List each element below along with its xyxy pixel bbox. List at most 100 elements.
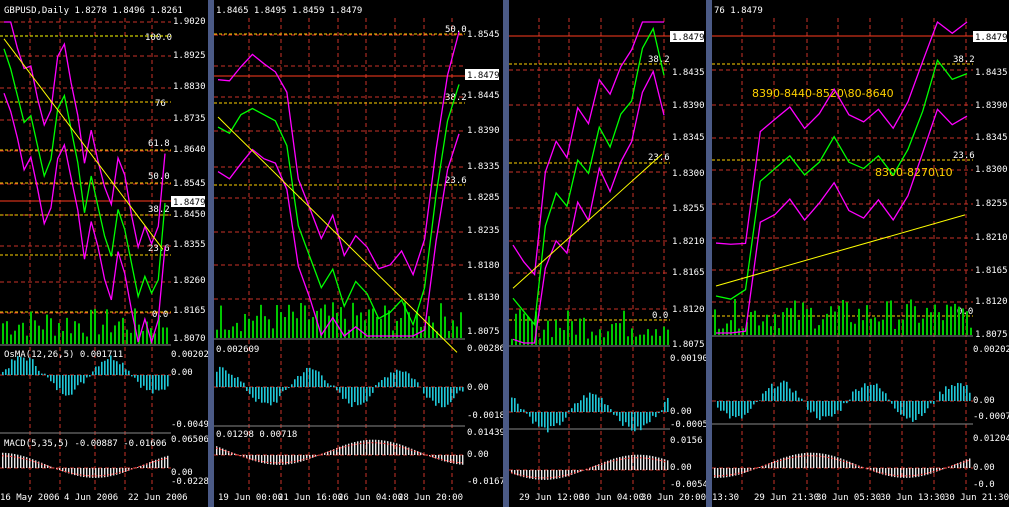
volume-bar — [798, 319, 800, 335]
macd-bar — [903, 468, 905, 478]
osma-axis-label: -0.00490 — [171, 420, 208, 430]
osma-bar — [837, 401, 839, 411]
osma-bar — [774, 388, 776, 401]
macd-bar — [41, 462, 43, 468]
osma-bar — [798, 397, 800, 401]
osma-bar — [240, 381, 242, 387]
osma-bar — [897, 401, 899, 413]
macd-bar — [164, 456, 166, 468]
macd-axis-label: 0.00 — [171, 468, 193, 478]
volume-bar — [898, 319, 900, 335]
panel-separator[interactable] — [503, 0, 509, 507]
macd-bar — [741, 468, 743, 474]
macd-bar — [435, 455, 437, 459]
chart-header: 1.8465 1.8495 1.8459 1.8479 — [216, 6, 362, 16]
macd-bar — [20, 455, 22, 468]
osma-bar — [858, 390, 860, 401]
fib-level-label: 23.6 — [953, 151, 975, 161]
macd-bar — [128, 468, 130, 471]
current-price-tag-text: 1.8479 — [672, 33, 705, 43]
osma-bar — [393, 372, 395, 387]
macd-bar — [792, 455, 794, 468]
macd-bar — [92, 468, 94, 478]
volume-bar — [288, 304, 290, 338]
volume-bar — [364, 320, 366, 338]
price-label: 1.8285 — [467, 193, 500, 203]
osma-bar — [158, 375, 160, 391]
osma-bar — [601, 397, 603, 412]
volume-bar — [292, 311, 294, 338]
chart-header: 76 1.8479 — [714, 6, 763, 16]
chart-header: GBPUSD,Daily 1.8278 1.8496 1.8261 — [4, 6, 183, 16]
macd-bar — [309, 455, 311, 459]
volume-bar — [344, 318, 346, 338]
osma-bar — [870, 384, 872, 401]
macd-bar — [291, 455, 293, 464]
lower-band — [217, 133, 460, 337]
osma-bar — [867, 385, 869, 401]
chart-window-30m[interactable]: 76 1.8479 13:30 29 Jun 21:30 30 Jun 05:3… — [712, 0, 1009, 507]
macd-bar — [167, 455, 169, 468]
fib-level-label: 38.2 — [148, 205, 170, 215]
macd-axis-label: 0.01204 — [973, 434, 1009, 444]
osma-bar — [291, 384, 293, 387]
osma-bar — [831, 401, 833, 417]
volume-bar — [78, 323, 80, 344]
volume-bar — [726, 323, 728, 335]
macd-bar — [44, 463, 46, 468]
osma-bar — [107, 359, 109, 375]
macd-bar — [867, 468, 869, 470]
osma-bar — [339, 387, 341, 393]
macd-bar — [453, 455, 455, 464]
volume-bar — [94, 308, 96, 344]
panel-separator[interactable] — [208, 0, 214, 507]
volume-bar — [162, 327, 164, 344]
macd-bar — [357, 441, 359, 455]
macd-bar — [137, 467, 139, 468]
volume-bar — [531, 321, 533, 345]
macd-bar — [571, 470, 573, 475]
osma-bar — [738, 401, 740, 416]
osma-bar — [345, 387, 347, 399]
price-label: 1.8435 — [672, 68, 705, 78]
macd-bar — [610, 459, 612, 470]
volume-bar — [146, 321, 148, 344]
chart-window-daily[interactable]: GBPUSD,Daily 1.8278 1.8496 1.8261 OsMA(1… — [0, 0, 208, 507]
volume-bar — [158, 314, 160, 344]
volume-bar — [102, 324, 104, 344]
volume-bar — [966, 311, 968, 335]
macd-bar — [969, 458, 971, 468]
volume-bar — [328, 315, 330, 338]
panel-separator[interactable] — [706, 0, 712, 507]
volume-bar — [946, 304, 948, 335]
macd-bar — [876, 468, 878, 473]
macd-bar — [747, 468, 749, 472]
osma-bar — [387, 377, 389, 387]
macd-bar — [336, 447, 338, 455]
osma-bar — [574, 403, 576, 412]
macd-bar — [282, 455, 284, 465]
macd-bar — [774, 460, 776, 468]
macd-bar — [288, 455, 290, 465]
chart-window-4h[interactable]: 1.8465 1.8495 1.8459 1.8479 0.002609 0.0… — [214, 0, 503, 507]
volume-bar — [862, 320, 864, 335]
macd-signal-line — [1, 455, 168, 477]
volume-bar — [746, 322, 748, 335]
macd-bar — [574, 470, 576, 474]
macd-bar — [520, 470, 522, 477]
macd-bar — [89, 468, 91, 478]
price-label: 1.8545 — [467, 30, 500, 40]
osma-bar — [119, 364, 121, 375]
osma-bar — [640, 412, 642, 431]
osma-bar — [216, 371, 218, 387]
osma-bar — [598, 397, 600, 412]
osma-bar — [342, 387, 344, 399]
osma-bar — [741, 401, 743, 419]
macd-bar — [957, 463, 959, 468]
volume-bar — [142, 331, 144, 344]
osma-bar — [912, 401, 914, 422]
chart-window-1h[interactable]: 29 Jun 12:00 30 Jun 04:00 30 Jun 20:00 1… — [509, 0, 706, 507]
volume-bar — [456, 326, 458, 338]
volume-bar — [834, 311, 836, 335]
volume-bar — [34, 320, 36, 344]
